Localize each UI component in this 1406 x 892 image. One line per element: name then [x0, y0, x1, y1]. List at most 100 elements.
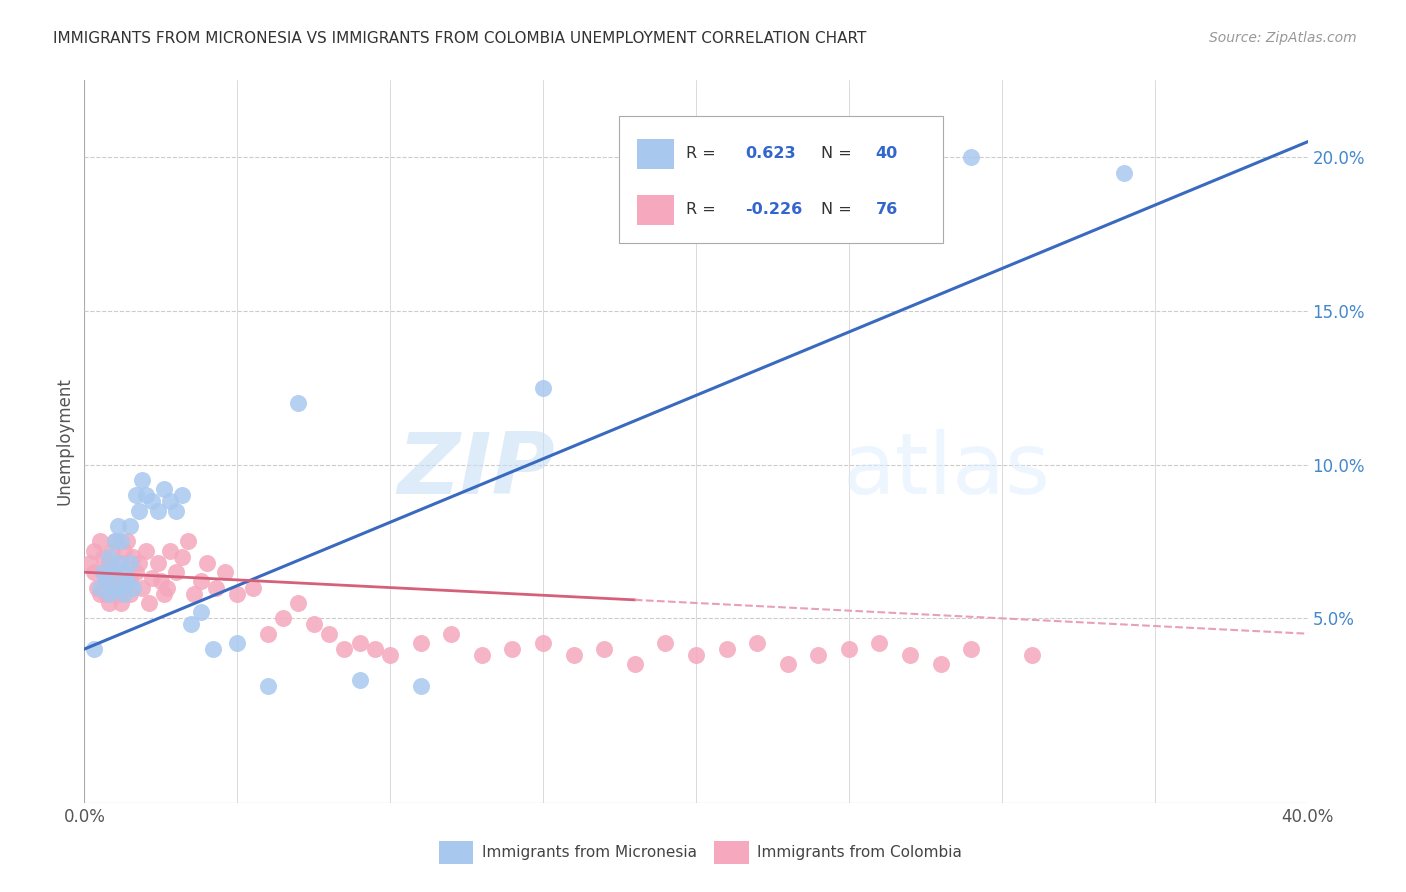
Point: [97, 587, 120, 601]
Point: [131, 581, 153, 595]
Text: 0.623: 0.623: [745, 146, 796, 161]
Point: [94, 574, 117, 589]
Point: [165, 565, 187, 579]
Point: [929, 657, 952, 672]
Point: [107, 587, 129, 601]
Point: [112, 543, 135, 558]
Point: [125, 488, 148, 502]
Point: [271, 611, 294, 625]
Point: [440, 626, 463, 640]
Point: [89, 581, 111, 595]
Point: [120, 519, 142, 533]
Point: [110, 556, 132, 570]
Point: [172, 549, 194, 564]
Point: [97, 596, 120, 610]
Point: [131, 473, 153, 487]
Point: [107, 519, 129, 533]
Point: [159, 543, 181, 558]
Point: [201, 642, 224, 657]
Point: [146, 504, 169, 518]
Text: N =: N =: [821, 202, 856, 217]
Point: [869, 636, 891, 650]
Point: [122, 581, 145, 595]
Point: [104, 581, 127, 595]
Point: [138, 596, 160, 610]
Point: [122, 549, 145, 564]
Point: [115, 574, 138, 589]
Point: [531, 381, 554, 395]
FancyBboxPatch shape: [439, 841, 474, 864]
Point: [153, 482, 176, 496]
Point: [146, 556, 169, 570]
Point: [101, 565, 124, 579]
Text: Source: ZipAtlas.com: Source: ZipAtlas.com: [1209, 31, 1357, 45]
Text: atlas: atlas: [842, 429, 1050, 512]
Point: [654, 636, 676, 650]
Point: [562, 648, 585, 663]
Point: [471, 648, 494, 663]
Point: [97, 549, 120, 564]
Point: [1021, 648, 1043, 663]
Point: [838, 642, 860, 657]
Point: [91, 565, 114, 579]
Point: [91, 565, 114, 579]
Point: [79, 556, 101, 570]
Point: [104, 571, 127, 585]
Point: [380, 648, 402, 663]
Point: [302, 617, 325, 632]
Point: [112, 587, 135, 601]
Point: [83, 565, 105, 579]
Text: -0.226: -0.226: [745, 202, 803, 217]
Point: [141, 494, 163, 508]
Point: [159, 494, 181, 508]
Point: [776, 657, 799, 672]
Point: [135, 488, 157, 502]
Point: [898, 648, 921, 663]
Point: [89, 587, 111, 601]
Y-axis label: Unemployment: Unemployment: [55, 377, 73, 506]
Point: [110, 596, 132, 610]
Point: [624, 657, 647, 672]
Point: [149, 574, 172, 589]
Point: [86, 581, 108, 595]
Point: [409, 679, 432, 693]
Point: [205, 581, 228, 595]
Point: [226, 587, 249, 601]
Text: ZIP: ZIP: [398, 429, 555, 512]
Point: [180, 617, 202, 632]
Point: [364, 642, 387, 657]
Point: [83, 642, 105, 657]
FancyBboxPatch shape: [714, 841, 748, 864]
FancyBboxPatch shape: [619, 116, 943, 243]
Point: [226, 636, 249, 650]
Point: [135, 543, 157, 558]
Point: [177, 534, 200, 549]
Text: Immigrants from Micronesia: Immigrants from Micronesia: [482, 845, 697, 860]
Point: [960, 642, 983, 657]
Point: [120, 556, 142, 570]
Point: [104, 534, 127, 549]
Point: [107, 574, 129, 589]
Point: [593, 642, 616, 657]
Point: [156, 581, 179, 595]
Text: 40: 40: [876, 146, 898, 161]
Point: [214, 565, 236, 579]
Point: [349, 636, 371, 650]
Point: [128, 504, 150, 518]
Point: [110, 581, 132, 595]
Point: [89, 534, 111, 549]
Point: [502, 642, 524, 657]
Point: [125, 565, 148, 579]
Point: [115, 534, 138, 549]
Point: [110, 534, 132, 549]
Point: [333, 642, 356, 657]
Point: [190, 574, 212, 589]
Point: [107, 556, 129, 570]
Point: [101, 543, 124, 558]
Text: N =: N =: [821, 146, 856, 161]
Point: [287, 396, 309, 410]
Point: [83, 543, 105, 558]
Point: [120, 571, 142, 585]
Point: [120, 587, 142, 601]
Point: [104, 534, 127, 549]
